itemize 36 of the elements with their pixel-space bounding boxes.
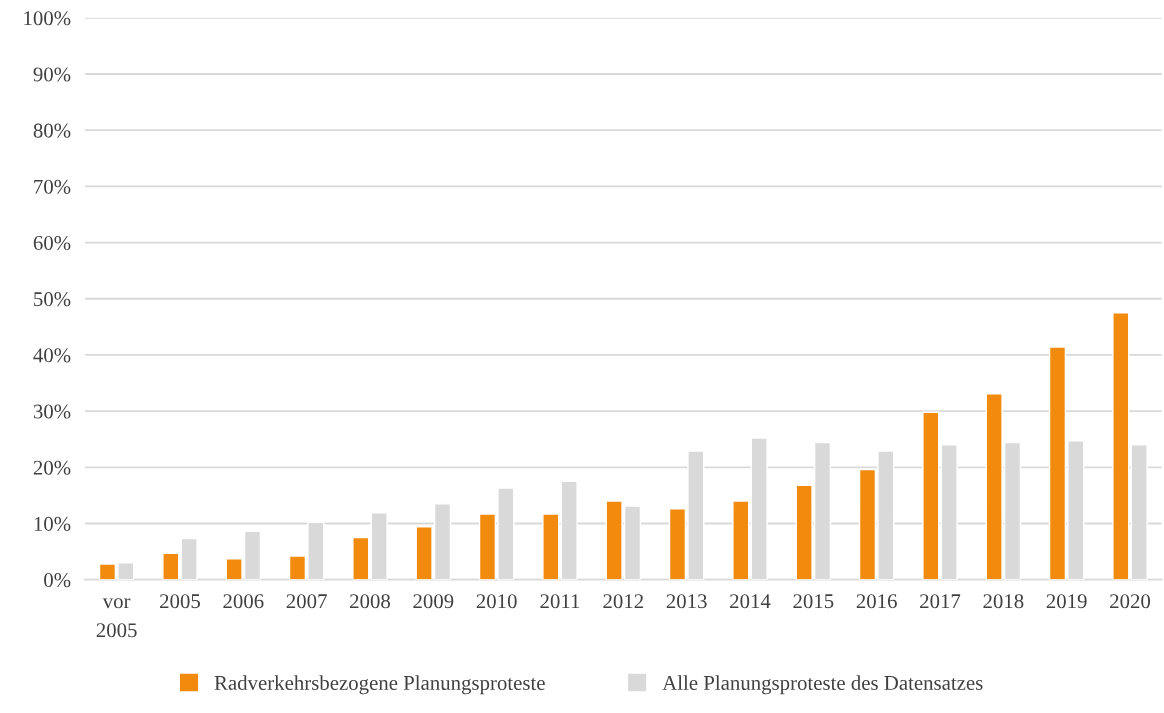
x-tick-label: 2018 [983,594,1024,609]
x-tick-label: 2010 [476,594,517,609]
y-tick-label: 50% [34,292,71,307]
y-tick-label: 20% [33,460,71,475]
x-tick-label: 2008 [350,594,391,609]
y-tick-label: 100% [24,11,71,26]
x-tick-label: 2020 [1110,594,1151,609]
x-tick-label: 2019 [1046,594,1087,609]
x-tick-label: 2013 [666,594,707,609]
x-tick-label: vor 2005 [96,598,137,638]
legend-label: Radverkehrsbezogene Planungsproteste [214,675,545,695]
y-tick-label: 80% [33,123,71,138]
y-tick-label: 10% [34,516,71,531]
x-tick-label: 2014 [730,594,771,609]
bar [732,500,750,580]
bar [922,411,940,580]
bar [352,536,370,580]
x-tick-label: 2011 [540,594,580,609]
y-tick-label: 70% [34,179,71,194]
y-tick-label: 40% [33,348,71,363]
x-tick-label: 2012 [603,594,644,609]
x-tick-label: 2005 [160,594,200,609]
bar [542,513,560,580]
y-tick-label: 30% [33,404,71,419]
x-tick-label: 2015 [793,594,834,609]
x-tick-label: 2016 [856,594,897,609]
x-tick-label: 2007 [286,594,327,609]
y-tick-label: 90% [33,67,71,82]
x-tick-label: 2006 [223,594,264,609]
x-tick-label: 2009 [413,594,454,609]
bar [1112,312,1130,580]
bar [162,552,180,580]
legend-label: Alle Planungsproteste des Datensatzes [662,675,983,695]
x-tick-label: 2017 [920,594,961,609]
y-tick-label: 0% [44,573,71,588]
y-tick-label: 60% [33,235,71,251]
